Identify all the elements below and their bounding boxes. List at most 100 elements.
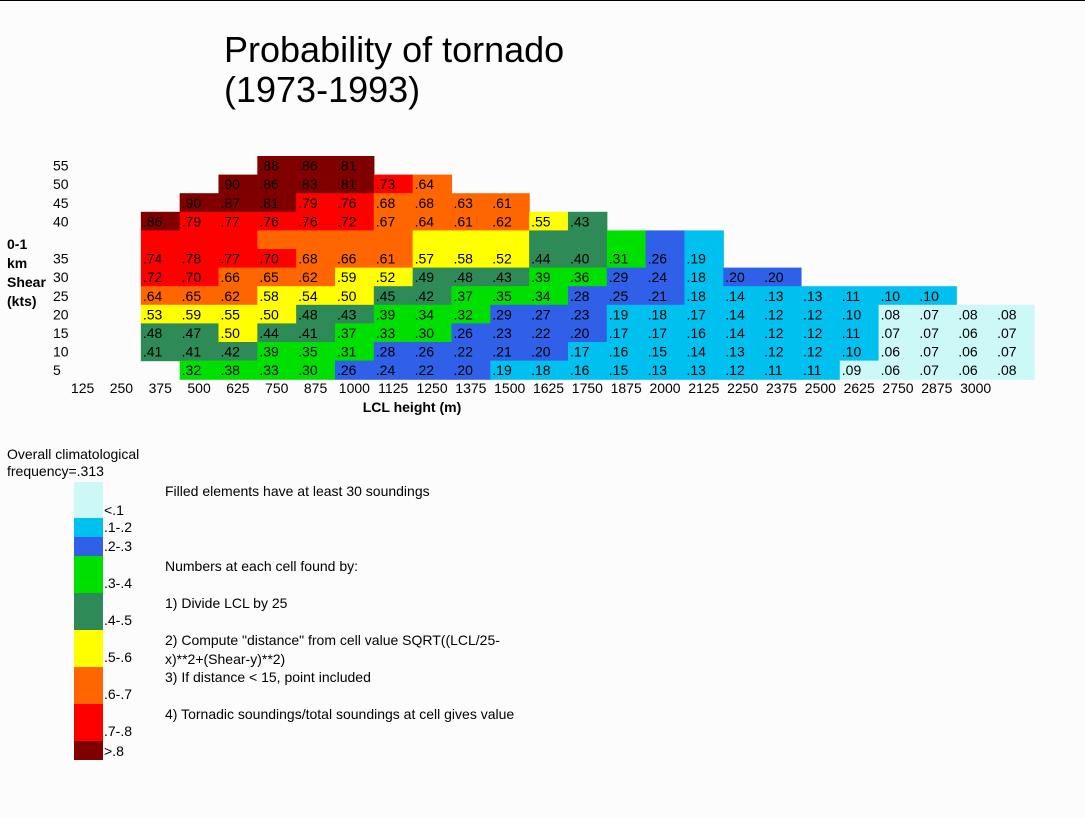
x-tick-label: 1000 (339, 380, 370, 396)
cell-value-label: .25 (609, 288, 629, 304)
heatmap-cell (490, 304, 530, 324)
cell-value-label: .14 (725, 306, 745, 322)
heatmap-cell (412, 267, 453, 287)
cell-value-label: .11 (842, 288, 861, 304)
heatmap-cell (684, 267, 724, 287)
heatmap-cell (606, 342, 647, 362)
heatmap-cell (839, 286, 880, 306)
cell-value-label: .10 (919, 288, 939, 304)
heatmap-cell (373, 323, 414, 343)
cell-value-label: .20 (453, 362, 473, 378)
heatmap-cell (257, 342, 297, 362)
heatmap-cell (257, 267, 297, 287)
cell-value-label: .40 (570, 251, 590, 267)
legend-swatch (74, 556, 103, 593)
heatmap-cell (800, 360, 841, 380)
top-border (0, 0, 1085, 1)
heatmap-cell (917, 360, 957, 380)
cell-value-label: .32 (182, 362, 202, 378)
cell-value-label: .08 (997, 362, 1017, 378)
cell-value-label: .53 (143, 306, 163, 322)
cell-value-label: .50 (259, 306, 279, 322)
heatmap-cell (995, 360, 1035, 380)
heatmap-cell (451, 323, 491, 343)
heatmap-cell (296, 304, 336, 324)
cell-value-label: .36 (570, 269, 590, 285)
heatmap-cell (645, 360, 686, 380)
y-axis-label-line-1: 0-1 (7, 236, 28, 252)
heatmap-cell (140, 267, 181, 287)
cell-value-label: .43 (337, 306, 357, 322)
cell-value-label: .07 (919, 306, 939, 322)
heatmap-cell (839, 323, 880, 343)
heatmap-cell (878, 286, 919, 306)
cell-value-label: .07 (997, 325, 1017, 341)
heatmap-cell (529, 211, 569, 231)
y-tick-label: 40 (53, 213, 69, 229)
cell-value-label: .09 (842, 362, 862, 378)
heatmap-cell (257, 211, 297, 231)
cell-value-label: .11 (803, 362, 822, 378)
cell-value-label: .29 (492, 306, 512, 322)
y-axis-label-line-3: Shear (7, 274, 46, 290)
x-tick-label: 750 (265, 380, 289, 396)
cell-value-label: .31 (609, 251, 629, 267)
cell-value-label: .18 (531, 362, 551, 378)
cell-value-label: .23 (570, 306, 590, 322)
heatmap-cell (451, 193, 491, 213)
cell-value-label: .73 (376, 176, 396, 192)
heatmap-cell (529, 267, 569, 287)
cell-value-label: .32 (453, 306, 473, 322)
cell-value-label: .44 (259, 325, 279, 341)
heatmap-cell (218, 174, 258, 194)
x-tick-label: 2250 (727, 380, 758, 396)
chart-title: Probability of tornado (1973-1993) (224, 30, 564, 110)
heatmap-cell (334, 342, 375, 362)
heatmap-cell (645, 230, 686, 250)
cell-value-label: .86 (298, 158, 318, 174)
cell-value-label: .07 (919, 344, 939, 360)
cell-value-label: .66 (220, 269, 240, 285)
heatmap-cell (373, 286, 414, 306)
heatmap-cell (684, 249, 724, 269)
heatmap-cell (451, 267, 491, 287)
heatmap-cell (412, 323, 453, 343)
cell-value-label: .28 (570, 288, 590, 304)
x-tick-label: 125 (71, 380, 95, 396)
cell-value-label: .42 (415, 288, 435, 304)
cell-value-label: .26 (337, 362, 357, 378)
heatmap-cell (296, 286, 336, 306)
climatological-frequency-note: Overall climatological frequency=.313 (7, 446, 140, 479)
legend-label-0-2-0-3: .2-.3 (104, 538, 133, 554)
cell-value-label: .17 (648, 325, 668, 341)
heatmap-cell (179, 249, 220, 269)
heatmap-cell (179, 323, 220, 343)
cell-value-label: .11 (842, 325, 861, 341)
heatmap-cell (606, 286, 647, 306)
heatmap-cell (878, 323, 919, 343)
y-tick-label: 45 (53, 195, 69, 211)
cell-value-label: .52 (376, 269, 396, 285)
heatmap-cell (878, 304, 919, 324)
heatmap-cell (606, 267, 647, 287)
cell-value-label: .66 (337, 251, 357, 267)
cell-value-label: .81 (259, 195, 279, 211)
heatmap-cell (412, 211, 453, 231)
heatmap-cell (490, 230, 530, 250)
legend-label-gt-0-8: >.8 (104, 743, 124, 759)
heatmap-cell (179, 193, 220, 213)
heatmap-cell (684, 342, 724, 362)
x-tick-label: 1250 (416, 380, 447, 396)
heatmap-cell (179, 304, 220, 324)
heatmap-cell (296, 342, 336, 362)
title-line-2: (1973-1993) (224, 69, 421, 110)
cell-value-label: .59 (337, 269, 357, 285)
cell-value-label: .34 (531, 288, 551, 304)
heatmap-cell (800, 323, 841, 343)
heatmap-cell (606, 230, 647, 250)
y-tick-label: 15 (53, 325, 69, 341)
cell-value-label: .19 (492, 362, 512, 378)
cell-value-label: .13 (725, 344, 745, 360)
cell-value-label: .37 (453, 288, 473, 304)
cell-value-label: .39 (259, 344, 279, 360)
